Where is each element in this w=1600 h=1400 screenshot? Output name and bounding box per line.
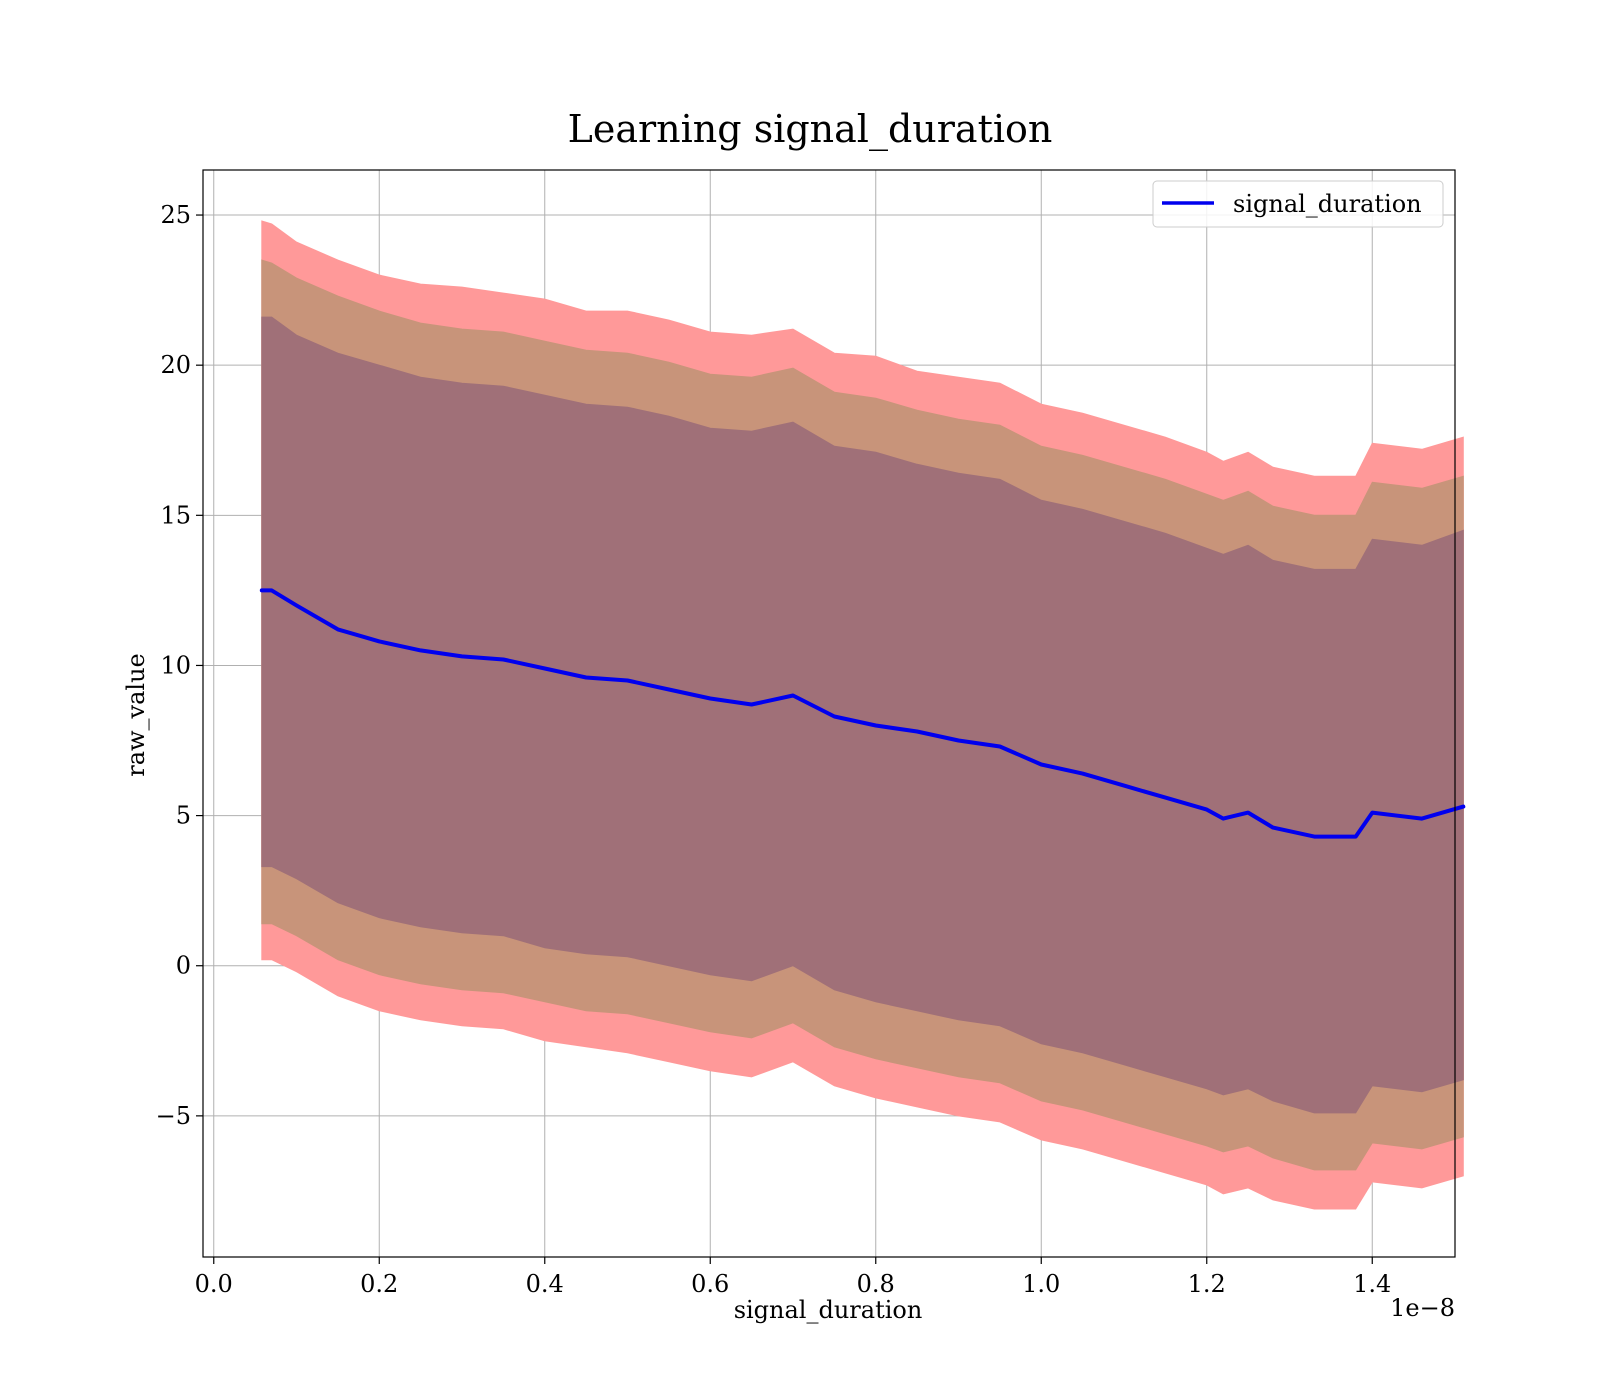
x-axis-label: signal_duration — [734, 1296, 923, 1324]
y-tick-label: 10 — [160, 651, 191, 679]
x-tick-label: 0.8 — [857, 1270, 895, 1298]
x-tick-label: 0.0 — [195, 1270, 233, 1298]
series-lines — [259, 588, 1466, 839]
legend-label-signal-duration: signal_duration — [1233, 190, 1422, 218]
x-tick-label: 0.2 — [360, 1270, 398, 1298]
y-tick-label: 5 — [176, 802, 191, 830]
y-tick-label: 25 — [160, 201, 191, 229]
x-tick-label: 1.0 — [1022, 1270, 1060, 1298]
chart-title: Learning signal_duration — [568, 107, 1053, 152]
x-tick-label: 1.4 — [1353, 1270, 1391, 1298]
x-axis-ticks: 0.0 0.2 0.4 0.6 0.8 1.0 1.2 1.4 — [195, 1257, 1391, 1298]
y-tick-label: 20 — [160, 351, 191, 379]
x-axis-offset-label: 1e−8 — [1390, 1294, 1455, 1322]
confidence-bands — [261, 220, 1464, 1210]
legend-box — [1152, 180, 1444, 228]
y-tick-label: 15 — [160, 501, 191, 529]
y-axis-label: raw_value — [122, 653, 150, 777]
band-inner — [261, 316, 1464, 1114]
legend: signal_duration — [1152, 180, 1444, 228]
x-tick-label: 0.6 — [691, 1270, 729, 1298]
plot-frame — [202, 169, 1456, 1258]
y-tick-label: 0 — [176, 952, 191, 980]
x-tick-label: 0.4 — [526, 1270, 564, 1298]
series-line-signal-duration — [259, 588, 1466, 839]
y-tick-label: −5 — [156, 1102, 191, 1130]
y-axis-ticks: −5 0 5 10 15 20 25 — [156, 201, 203, 1130]
x-tick-label: 1.2 — [1188, 1270, 1226, 1298]
